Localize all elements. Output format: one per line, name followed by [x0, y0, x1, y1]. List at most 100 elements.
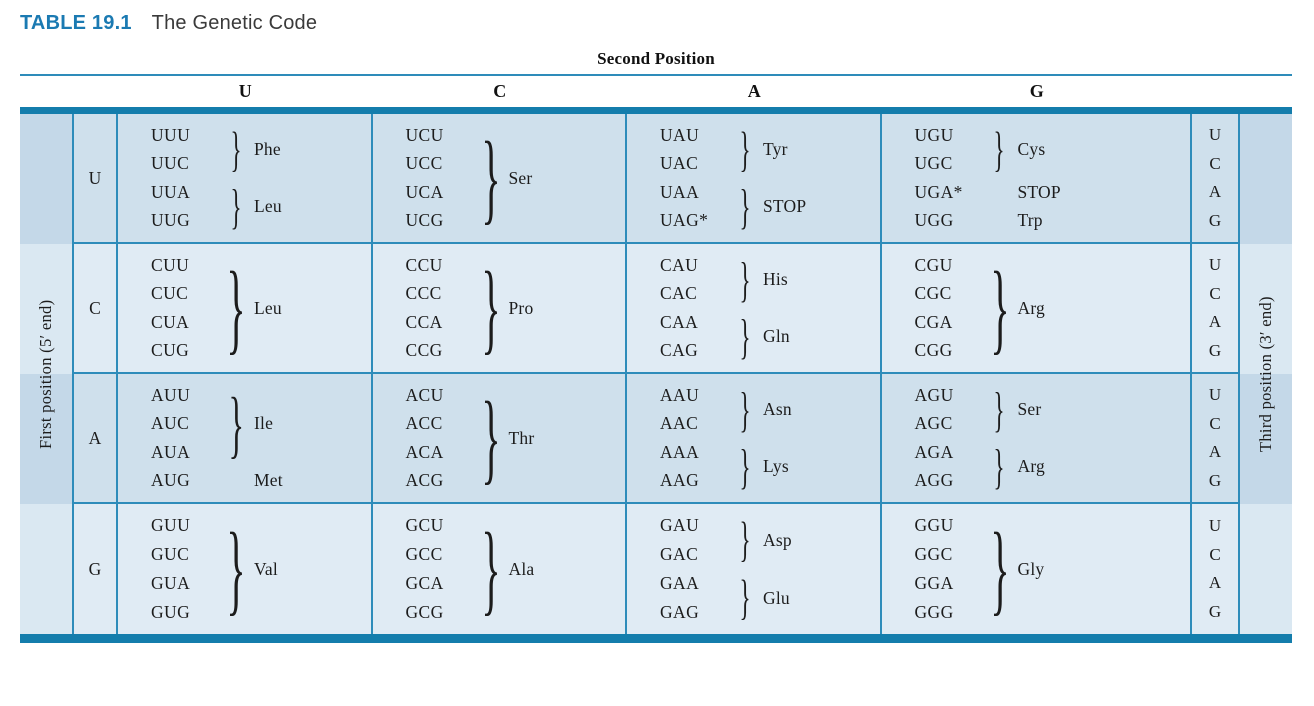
codon: CUA [151, 311, 190, 332]
amino-acid-label: Met [254, 470, 283, 491]
codon: GCU [405, 515, 444, 535]
codon-group-brace: } [230, 122, 242, 176]
codon: CCA [405, 311, 443, 332]
codon: CCU [405, 254, 443, 275]
amino-acid-label: Val [254, 558, 278, 579]
codon: AUU [151, 384, 191, 405]
codon-row-U: U UUU UUC} Phe UUA UUG} Leu UCU UCC UCA UCG} Ser UAU… [72, 114, 1240, 244]
codon: CAG [660, 340, 699, 361]
amino-acid-label: Pro [508, 297, 534, 318]
third-position-letter: G [1208, 210, 1222, 230]
table-number: TABLE 19.1 [20, 12, 132, 34]
third-position-letter: A [1208, 312, 1222, 331]
codon-cell-GG: GGU GGC GGA GGG} Gly [881, 504, 1192, 634]
codon-cell-AG: AGU AGC} Ser AGA AGG} Arg [881, 374, 1192, 502]
codon: GUG [151, 602, 191, 622]
codon: CUC [151, 283, 189, 304]
amino-acid-label: Phe [254, 139, 281, 159]
third-position-letter: C [1209, 413, 1221, 433]
table-bottom-border [20, 634, 1292, 643]
codon: GGU [914, 515, 954, 535]
amino-acid-label: Tyr [763, 139, 788, 159]
amino-acid-label: Asn [763, 399, 792, 419]
codon-cell-AU: AUU AUC AUA} Ile AUG Met [118, 374, 373, 502]
third-position-letter: U [1208, 125, 1222, 144]
codon: CGU [914, 254, 953, 275]
codon-row-G: G GUU GUC GUA GUG} Val GCU GCC GCA GCG} Ala GAU GAC}… [72, 504, 1240, 634]
second-position-letter-U: U [238, 81, 252, 101]
first-position-axis: First position (5′ end) [20, 114, 72, 634]
codon: CCC [405, 283, 442, 304]
codon: AAA [660, 441, 700, 462]
first-position-axis-label: First position (5′ end) [36, 299, 55, 449]
codon-group-brace: } [228, 381, 244, 466]
codon-group-brace: } [989, 250, 1010, 365]
axis-strip-segment [20, 374, 72, 504]
axis-strip-segment [20, 244, 72, 374]
first-position-letter-A: A [72, 374, 118, 502]
codon: GUU [151, 515, 191, 535]
third-position-letter: C [1209, 153, 1221, 173]
codon: UCC [405, 153, 443, 174]
codon: UCG [405, 210, 444, 231]
codon-group-brace: } [480, 380, 501, 495]
codon-cell-CG: CGU CGC CGA CGG} Arg [881, 244, 1192, 372]
codon: GAA [660, 573, 700, 593]
codon-cell-UA: UAU UAC} Tyr UAA UAG*} STOP [627, 114, 882, 242]
amino-acid-label: Gly [1017, 558, 1045, 579]
second-position-letter-G: G [1029, 81, 1044, 101]
amino-acid-label: STOP [763, 196, 807, 216]
axis-strip-segment [1240, 114, 1292, 244]
second-position-heading: Second Position [597, 49, 715, 68]
codon-group-brace: } [739, 512, 751, 567]
third-position-letter: U [1208, 516, 1222, 535]
codon-cell-AC: ACU ACC ACA ACG} Thr [372, 374, 627, 502]
codon: GAG [660, 602, 700, 622]
first-position-letter-C: C [72, 244, 118, 372]
codon-group-brace: } [226, 250, 246, 365]
third-position-letter: G [1208, 340, 1222, 360]
codon-group-brace: } [993, 382, 1006, 436]
third-position-letter: A [1208, 573, 1222, 592]
header-top-rule [20, 74, 1292, 76]
amino-acid-label: Glu [763, 587, 790, 608]
codon-row-A: A AUU AUC AUA} Ile AUG Met ACU ACC ACA ACG} Thr AAU A… [72, 374, 1240, 504]
third-position-letter: U [1208, 385, 1222, 404]
amino-acid-label: Arg [1017, 456, 1045, 476]
codon: UCA [405, 181, 444, 202]
amino-acid-label: Ile [254, 413, 274, 434]
amino-acid-label: Ser [1017, 399, 1042, 419]
codon: ACA [405, 441, 444, 462]
third-position-letter: C [1209, 283, 1221, 303]
codon-group-brace: } [739, 309, 751, 363]
codon: AGU [914, 384, 954, 405]
codon: AUC [151, 413, 190, 434]
third-position-letter: A [1208, 182, 1222, 201]
codon: CAC [660, 283, 698, 304]
codon: UGU [914, 124, 954, 145]
codon: AGG [914, 470, 954, 491]
codon: GCC [405, 544, 443, 564]
third-position-axis: Third position (3′ end) [1240, 114, 1292, 634]
codon: ACC [405, 413, 443, 434]
codon: UGA* [914, 181, 963, 202]
codon: GAU [660, 515, 700, 535]
amino-acid-label: Leu [254, 196, 282, 216]
amino-acid-label: His [763, 269, 788, 289]
codon: UCU [405, 124, 444, 145]
table-top-border [20, 107, 1292, 114]
codon-group-brace: } [226, 511, 246, 626]
codon: CAU [660, 254, 699, 275]
codon-cell-CA: CAU CAC} His CAA CAG} Gln [627, 244, 882, 372]
codon: AAC [660, 413, 699, 434]
codon-group-brace: } [480, 511, 501, 626]
codon: UAC [660, 153, 699, 174]
codon: GUC [151, 544, 190, 564]
codon: GCG [405, 602, 444, 622]
codon: GCA [405, 573, 444, 593]
codon: AUA [151, 441, 191, 462]
table-title: TABLE 19.1 The Genetic Code [20, 12, 1292, 35]
